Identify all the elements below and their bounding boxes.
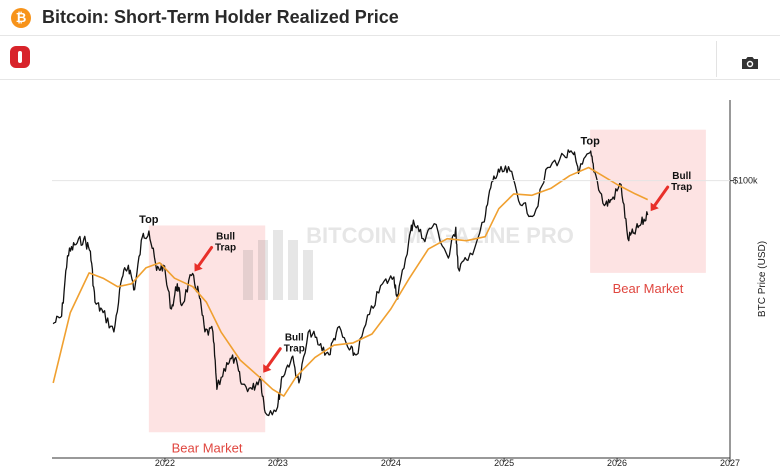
bull-trap-arrow-shaft (265, 347, 282, 369)
x-tick-label: 2025 (494, 458, 514, 468)
chart-area: Bear Market Bear Market BITCOIN MAGAZINE … (52, 100, 768, 468)
y-tick-label: $100k (733, 176, 758, 186)
x-tick-label: 2022 (155, 458, 175, 468)
camera-icon[interactable] (740, 55, 760, 71)
bear-market-label: Bear Market (172, 440, 243, 455)
axes: 2022 2023 2024 2025 2026 2027 $100k BTC Price (… (52, 100, 768, 468)
bear-market-label: Bear Market (613, 281, 684, 296)
watermark-text: BITCOIN MAGAZINE PRO (306, 223, 574, 248)
bull-trap-arrow-head (263, 364, 272, 373)
bull-trap-arrow-shaft (197, 246, 214, 268)
bitcoin-magazine-icon[interactable] (10, 46, 30, 68)
app-header: ₿ Bitcoin: Short-Term Holder Realized Pr… (0, 0, 780, 36)
top-label: Top (580, 136, 600, 148)
bull-trap-label: Bull Trap (284, 333, 305, 355)
bear-market-regions: Bear Market Bear Market (148, 129, 706, 455)
x-tick-label: 2026 (607, 458, 627, 468)
bull-trap-label: Bull Trap (215, 232, 236, 254)
bull-trap-arrow-head (650, 202, 659, 212)
x-tick-label: 2023 (268, 458, 288, 468)
annotations: Top Top Bull Trap Bull Trap Bull Trap (139, 136, 692, 373)
x-tick-label: 2027 (720, 458, 740, 468)
x-tick-label: 2024 (381, 458, 401, 468)
top-label: Top (139, 214, 159, 226)
y-axis-title: BTC Price (USD) (757, 241, 768, 317)
btc-price-line (52, 149, 649, 417)
sth-realized-price-line (52, 166, 649, 397)
watermark: BITCOIN MAGAZINE PRO (243, 223, 574, 300)
bull-trap-label: Bull Trap (671, 171, 692, 193)
bear-market-region (590, 129, 706, 273)
bull-trap-arrow-head (194, 262, 203, 272)
bitcoin-logo-icon: ₿ (11, 8, 31, 28)
page-title: Bitcoin: Short-Term Holder Realized Pric… (42, 7, 399, 27)
bull-trap-arrow-shaft (653, 185, 670, 207)
toolbar-divider (716, 41, 717, 77)
series-layer (52, 149, 649, 417)
chart-toolbar (0, 37, 780, 80)
